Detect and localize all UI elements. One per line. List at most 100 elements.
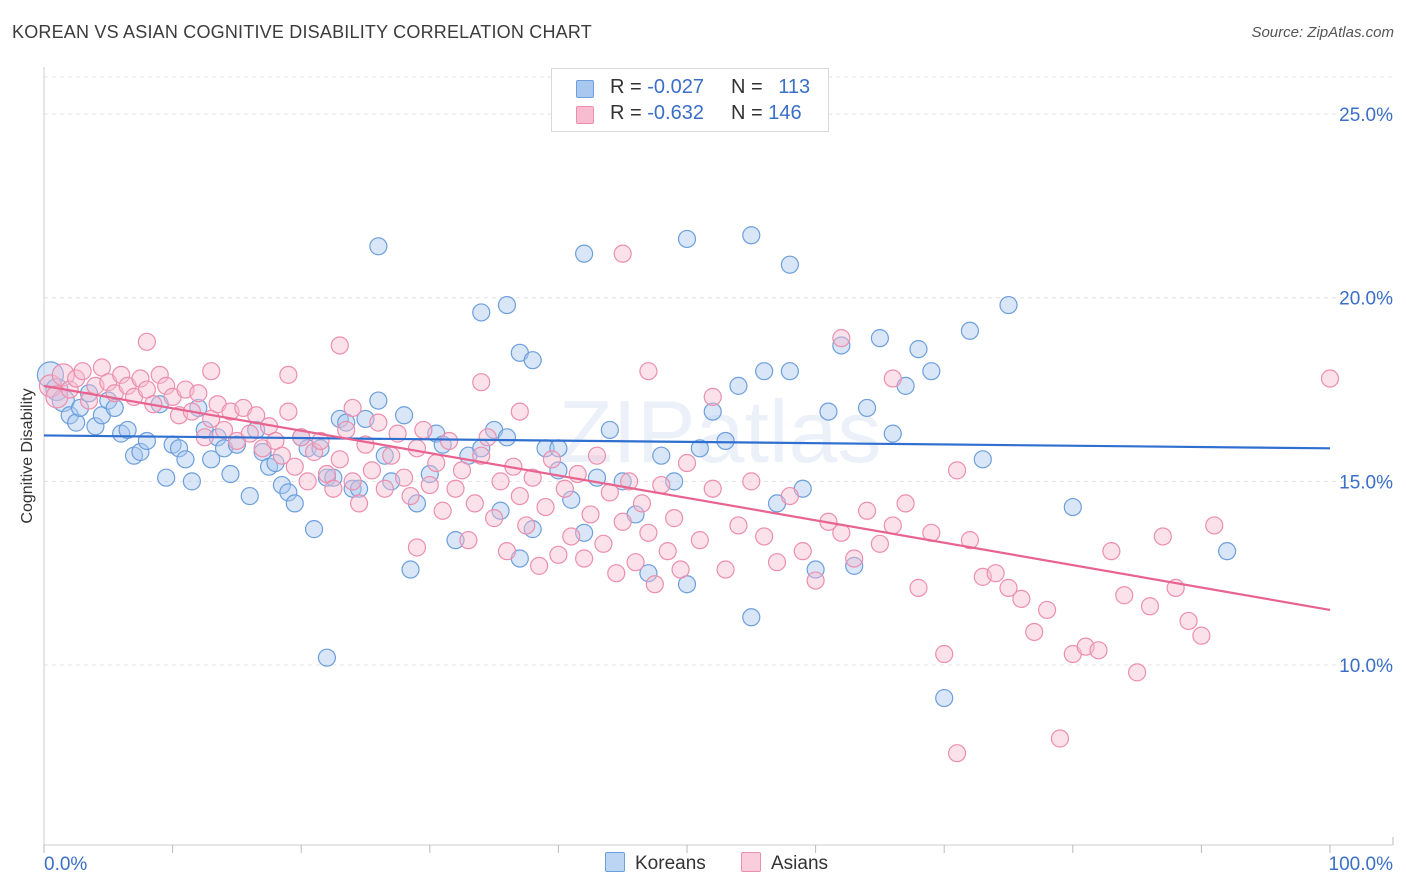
asian-point bbox=[349, 494, 369, 513]
korean-point bbox=[349, 479, 369, 498]
asian-point bbox=[947, 461, 967, 480]
korean-point bbox=[677, 229, 697, 249]
asian-point bbox=[298, 472, 317, 491]
korean-point bbox=[369, 391, 388, 410]
asian-point bbox=[832, 329, 851, 348]
korean-point bbox=[755, 362, 774, 381]
korean-trend-line bbox=[43, 434, 1331, 450]
asian-point bbox=[137, 332, 156, 351]
korean-point bbox=[266, 453, 285, 473]
asian-point bbox=[883, 369, 902, 388]
y-tick-label: 25.0% bbox=[1339, 105, 1393, 126]
asian-point bbox=[1153, 527, 1172, 546]
korean-point bbox=[407, 494, 427, 513]
asian-point bbox=[1320, 369, 1340, 388]
korean-point bbox=[491, 501, 510, 520]
korean-point bbox=[105, 398, 124, 418]
korean-point bbox=[118, 420, 137, 440]
asian-point bbox=[446, 479, 465, 498]
legend-item-koreans: Koreans bbox=[605, 852, 706, 875]
asian-point bbox=[587, 446, 607, 465]
asian-point bbox=[1037, 600, 1057, 620]
korean-point bbox=[575, 244, 594, 263]
korean-n-text: N = 113 bbox=[731, 76, 811, 98]
asian-point bbox=[401, 486, 420, 506]
asian-point bbox=[485, 509, 504, 528]
korean-point bbox=[639, 564, 658, 583]
asian-point bbox=[510, 486, 529, 506]
y-tick-label: 10.0% bbox=[1339, 656, 1393, 677]
asian-point bbox=[304, 442, 324, 462]
korean-point bbox=[137, 431, 156, 451]
asian-point bbox=[337, 420, 356, 440]
asian-point bbox=[1205, 516, 1224, 535]
asian-point bbox=[517, 516, 536, 535]
asian-point bbox=[1140, 597, 1160, 616]
asian-point bbox=[658, 542, 677, 561]
korean-point bbox=[401, 560, 420, 579]
asian-point bbox=[960, 531, 980, 550]
asian-point bbox=[947, 744, 967, 763]
korean-point bbox=[780, 362, 799, 381]
korean-point bbox=[497, 295, 517, 315]
korean-point bbox=[157, 468, 176, 487]
asian-point bbox=[523, 468, 542, 487]
source-label: Source: ZipAtlas.com bbox=[1251, 24, 1394, 41]
asian-point bbox=[491, 472, 510, 491]
korean-point bbox=[1218, 542, 1237, 561]
asian-point bbox=[639, 523, 658, 542]
korean-point bbox=[304, 520, 324, 539]
asian-point bbox=[311, 431, 330, 451]
asian-point bbox=[420, 475, 439, 495]
korean-point bbox=[1063, 497, 1082, 517]
korean-point bbox=[240, 486, 259, 506]
asian-point bbox=[343, 472, 362, 491]
asian-point bbox=[272, 446, 292, 465]
korean-point bbox=[819, 402, 838, 421]
asian-point bbox=[530, 556, 549, 575]
asian-point bbox=[703, 479, 722, 498]
korean-point bbox=[375, 446, 394, 465]
grid-layer bbox=[44, 76, 1393, 666]
asian-point bbox=[510, 402, 529, 421]
asian-swatch bbox=[576, 106, 594, 124]
korean-point bbox=[394, 406, 414, 425]
korean-point bbox=[176, 450, 195, 469]
asian-point bbox=[433, 501, 452, 520]
asian-point bbox=[806, 571, 825, 590]
korean-point bbox=[497, 428, 517, 447]
korean-point bbox=[703, 402, 722, 421]
asian-point bbox=[607, 564, 626, 583]
korean-point bbox=[973, 450, 992, 469]
korean-point bbox=[690, 439, 709, 458]
asian-point bbox=[1102, 542, 1121, 561]
asian-point bbox=[1089, 641, 1108, 660]
legend-stats: R = -0.027 N = 113 R = -0.632 N = 146 bbox=[551, 68, 829, 132]
korean-point bbox=[67, 413, 86, 432]
koreans-legend-label: Koreans bbox=[635, 853, 706, 874]
watermark: ZIPatlas bbox=[559, 382, 882, 481]
asian-point bbox=[536, 497, 555, 517]
asian-point bbox=[613, 512, 632, 531]
asian-point bbox=[594, 534, 613, 553]
asian-point bbox=[459, 531, 478, 550]
asian-n-text: N = 146 bbox=[731, 102, 802, 124]
korean-point bbox=[935, 688, 954, 708]
asian-point bbox=[780, 486, 799, 506]
asian-point bbox=[362, 461, 382, 480]
asian-point bbox=[857, 501, 877, 520]
asian-point bbox=[131, 369, 150, 388]
korean-point bbox=[909, 340, 928, 359]
asian-point bbox=[330, 450, 349, 469]
asian-point bbox=[465, 494, 484, 513]
asian-point bbox=[478, 428, 497, 447]
y-tick-label: 20.0% bbox=[1339, 289, 1393, 310]
asian-point bbox=[414, 420, 433, 440]
korean-swatch bbox=[576, 80, 594, 98]
korean-point bbox=[131, 442, 150, 462]
asian-point bbox=[394, 468, 414, 487]
asian-point bbox=[472, 446, 491, 465]
korean-point bbox=[562, 490, 581, 509]
asian-point bbox=[67, 369, 86, 388]
